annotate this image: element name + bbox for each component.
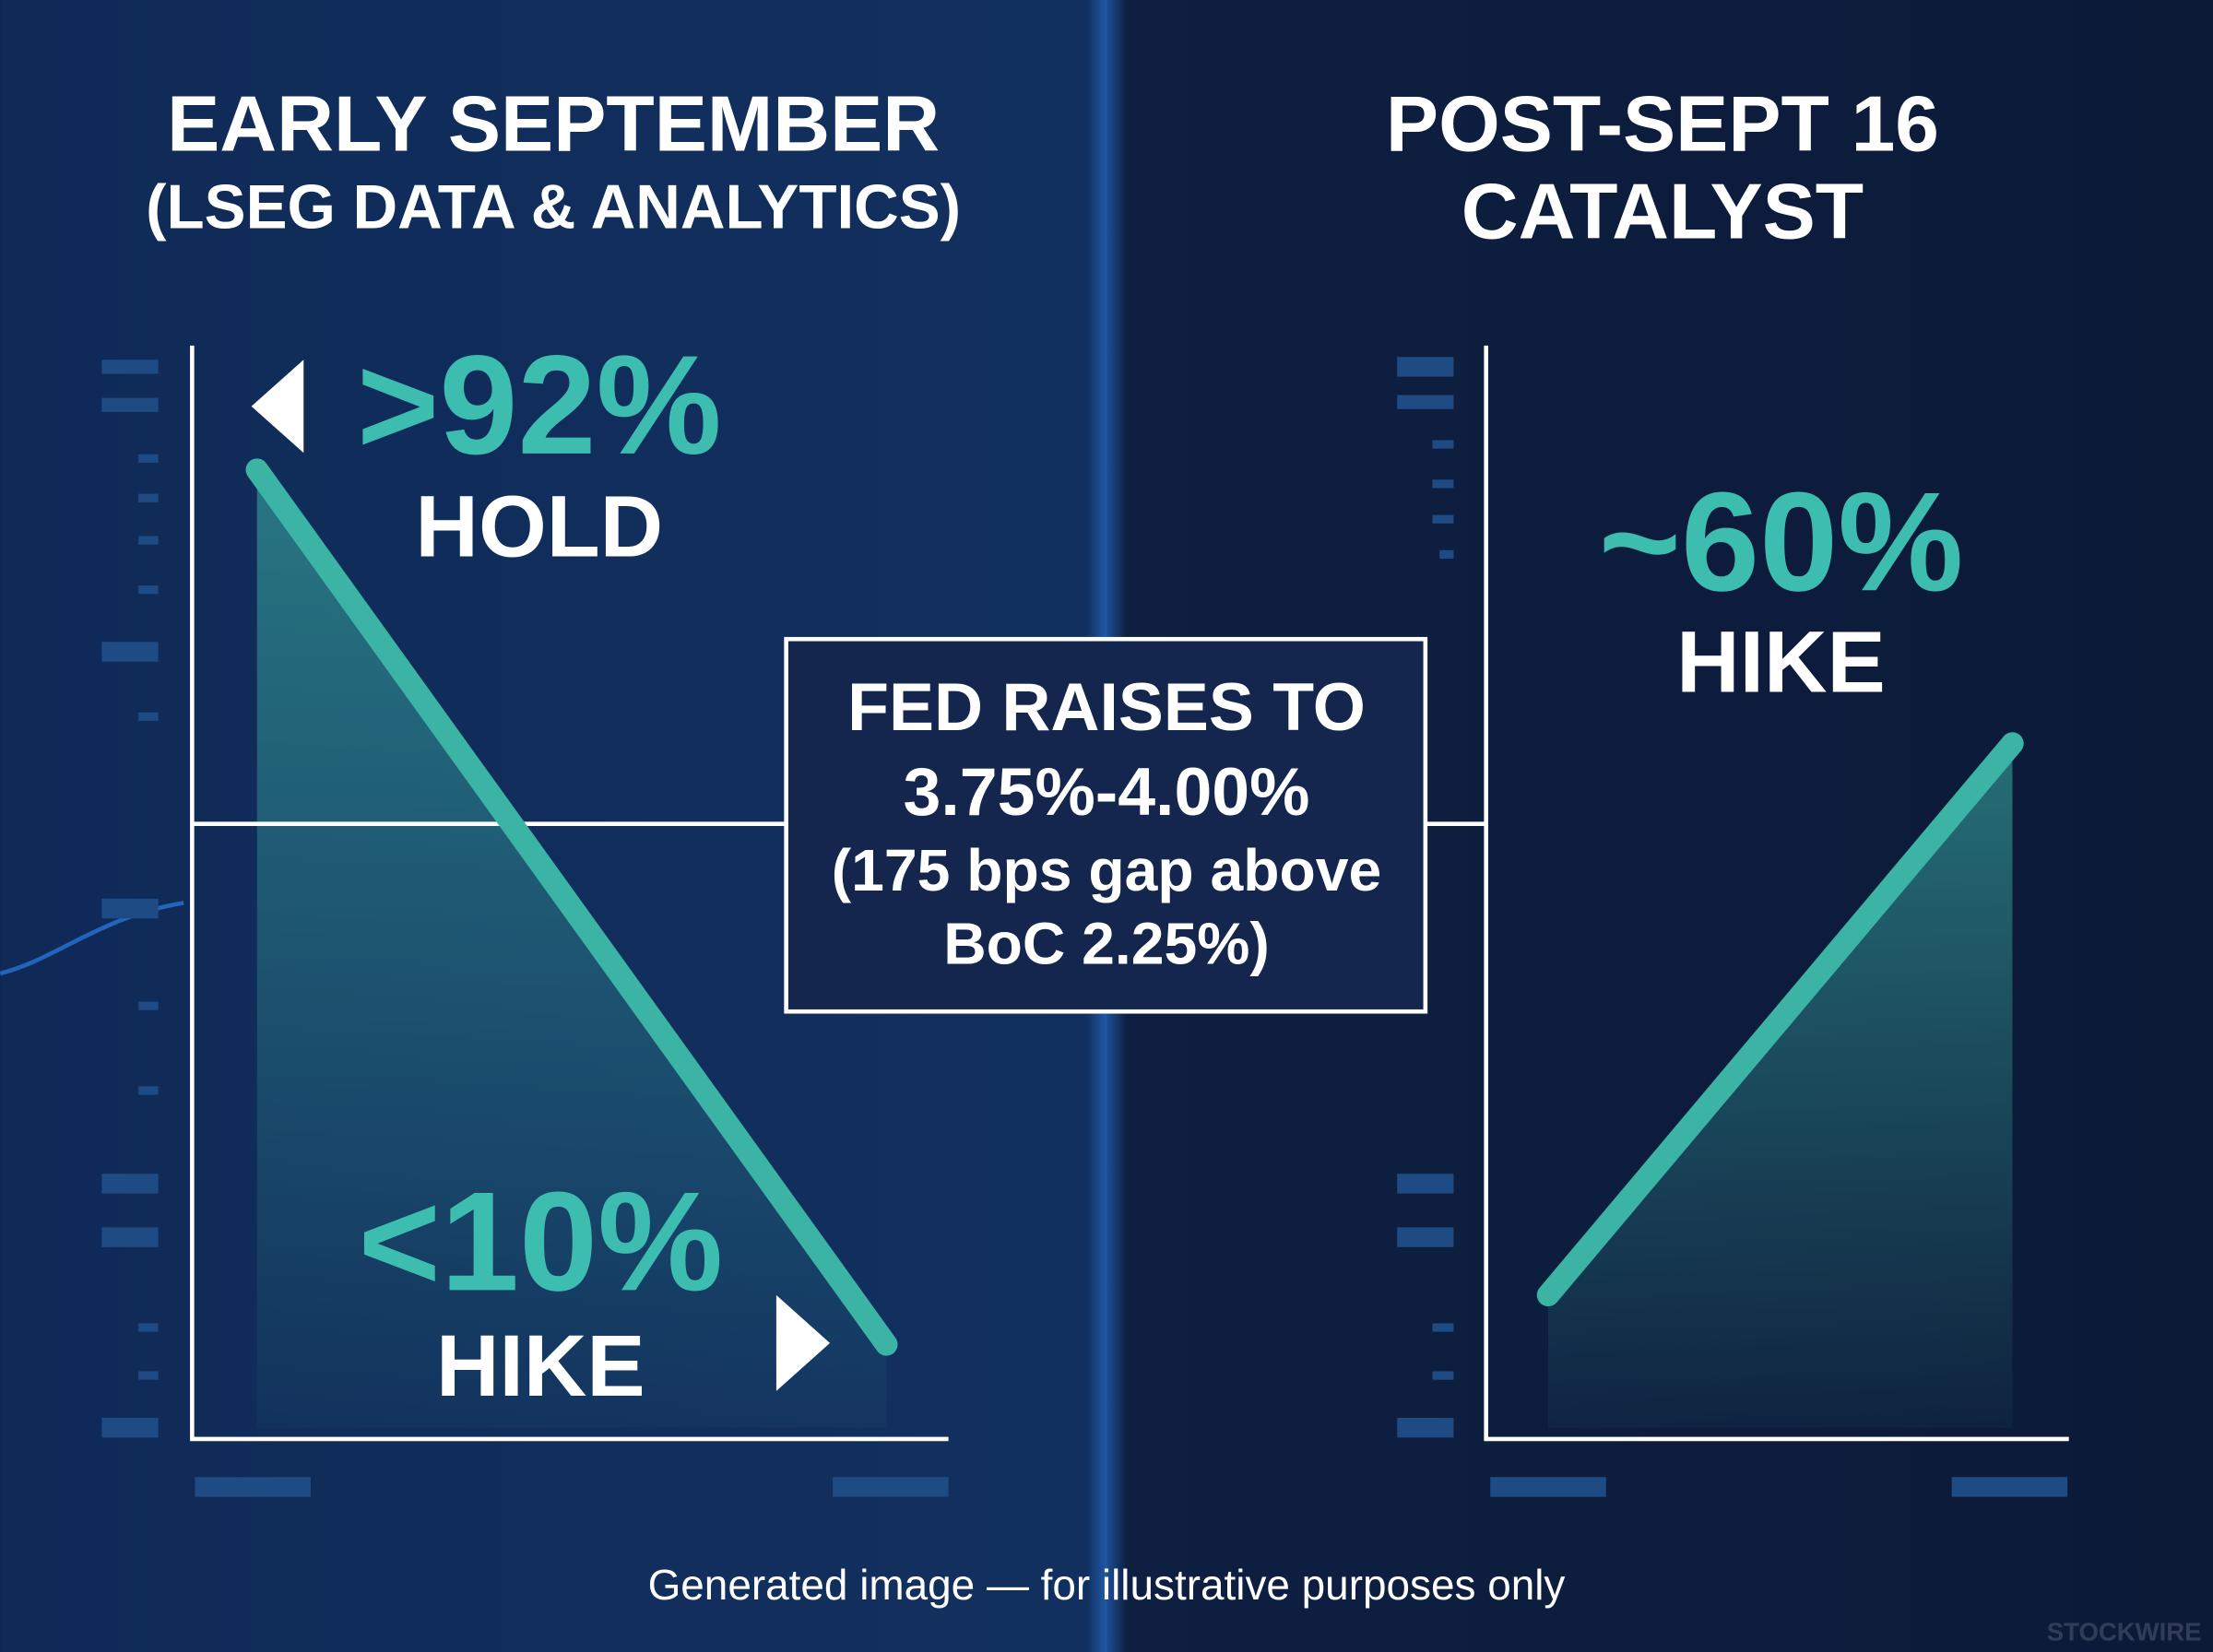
stat-label: HIKE [436,1317,645,1415]
callout-box [784,636,1428,1014]
left-title: EARLY SEPTEMBER [167,79,940,168]
arrow [251,360,304,454]
stat-value: ~60% [1599,463,1964,620]
left-subtitle: (LSEG DATA & ANALYTICS) [146,172,961,242]
arrow [775,1294,831,1391]
callout-line: BoC 2.25%) [943,910,1270,976]
callout-line: FED RAISES TO [847,669,1366,745]
right-title: CATALYST [1462,167,1864,255]
stat-label: HIKE [1676,613,1886,711]
trend-line [245,458,898,1356]
area-fill [256,469,887,1428]
tick-decor [101,357,2068,1497]
right-title: POST-SEPT 16 [1386,79,1939,168]
footer: Generated image — for illustrative purpo… [648,1561,1566,1609]
axes [190,345,2069,1442]
area-fill [1547,743,2013,1428]
callout-line: (175 bps gap above [832,837,1381,903]
callout-line: 3.75%-4.00% [904,754,1310,830]
watermark: STOCKWIRE [2047,1617,2202,1646]
stat-value: <10% [359,1162,724,1320]
stat-value: >92% [357,326,722,484]
stat-label: HOLD [415,478,663,576]
trend-line [1536,732,2024,1307]
